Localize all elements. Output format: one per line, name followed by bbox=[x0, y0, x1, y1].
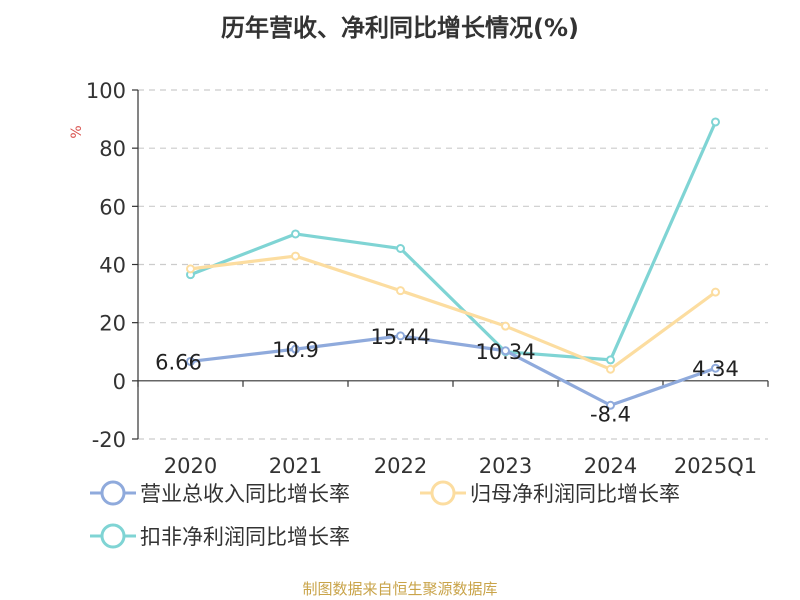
y-tick-label: 100 bbox=[86, 79, 126, 103]
legend-item[interactable]: 扣非净利润同比增长率 bbox=[88, 521, 350, 551]
data-point bbox=[396, 244, 405, 254]
data-point bbox=[186, 356, 195, 366]
legend-label: 营业总收入同比增长率 bbox=[140, 482, 350, 506]
data-point bbox=[711, 363, 720, 373]
legend-circle bbox=[100, 480, 126, 506]
data-point bbox=[396, 331, 405, 341]
data-label: 10.9 bbox=[272, 338, 319, 362]
data-label: -8.4 bbox=[590, 402, 631, 426]
x-tick-label: 2021 bbox=[269, 454, 322, 478]
legend-marker-icon bbox=[420, 480, 466, 506]
axes: 100 80 60 40 20 0 -20 2020 2021 2022 2023 2024 2025Q… bbox=[69, 79, 769, 478]
data-label: 10.34 bbox=[475, 340, 535, 364]
y-tick-label: 80 bbox=[99, 137, 126, 161]
data-point bbox=[186, 264, 195, 274]
data-point bbox=[501, 321, 510, 331]
x-tick-label: 2020 bbox=[164, 454, 217, 478]
chart-title: 历年营收、净利同比增长情况(%) bbox=[221, 14, 579, 42]
y-tick-label: 40 bbox=[99, 254, 126, 278]
source-note: 制图数据来自恒生聚源数据库 bbox=[302, 580, 498, 598]
legend-label: 扣非净利润同比增长率 bbox=[140, 525, 350, 549]
y-tick-label: 20 bbox=[99, 312, 126, 336]
series-line bbox=[188, 254, 718, 371]
data-point bbox=[291, 229, 300, 239]
series-lines bbox=[186, 117, 720, 410]
y-axis-label: % bbox=[69, 125, 85, 138]
data-labels: 6.66 10.9 15.44 10.34 -8.4 4.34 bbox=[155, 325, 739, 426]
y-tick-label: 60 bbox=[99, 195, 126, 219]
legend-marker-icon bbox=[90, 480, 136, 506]
x-tick-label: 2022 bbox=[374, 454, 427, 478]
y-tick-label: -20 bbox=[92, 428, 126, 452]
legend-circle bbox=[100, 523, 126, 549]
data-point bbox=[501, 346, 510, 356]
legend-item[interactable]: 营业总收入同比增长率 bbox=[88, 478, 350, 508]
grid-lines bbox=[138, 89, 768, 440]
series-line bbox=[188, 120, 718, 362]
x-tick-label: 2023 bbox=[479, 454, 532, 478]
legend-label: 归母净利润同比增长率 bbox=[470, 482, 680, 506]
data-point bbox=[711, 287, 720, 297]
data-point bbox=[711, 117, 720, 127]
data-point bbox=[606, 400, 615, 410]
data-label: 15.44 bbox=[370, 325, 430, 349]
x-tick-label: 2025Q1 bbox=[674, 454, 757, 478]
x-tick-label: 2024 bbox=[584, 454, 637, 478]
data-label: 4.34 bbox=[692, 357, 739, 381]
y-tick-label: 0 bbox=[113, 370, 126, 394]
series-line bbox=[188, 334, 718, 407]
legend-marker-icon bbox=[90, 523, 136, 549]
data-point bbox=[396, 286, 405, 296]
legend-circle bbox=[430, 480, 456, 506]
data-label: 6.66 bbox=[155, 350, 202, 374]
data-point bbox=[606, 355, 615, 365]
data-point bbox=[606, 364, 615, 374]
data-point bbox=[291, 344, 300, 354]
data-point bbox=[291, 251, 300, 261]
legend-item[interactable]: 归母净利润同比增长率 bbox=[418, 478, 680, 508]
